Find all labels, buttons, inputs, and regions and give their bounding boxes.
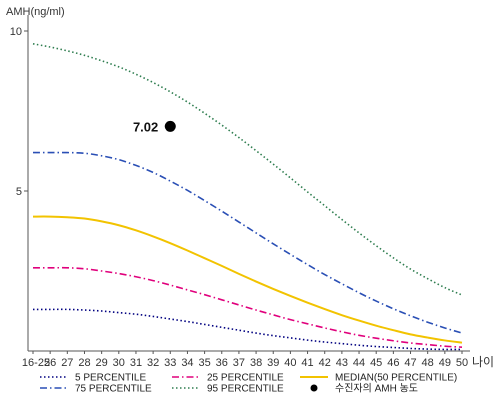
x-tick-label: 46 [387,357,399,369]
series-line-5-percentile [32,308,463,351]
x-tick-label: 27 [61,357,73,369]
legend-point-marker [310,384,318,392]
patient-amh-point [164,120,176,132]
x-tick-label: 16-25 [22,357,50,369]
series-line-25-percentile [33,266,463,348]
data-points: 7.02 [133,119,176,134]
legend-label: 5 PERCENTILE [75,373,146,384]
x-tick-label: 39 [267,357,279,369]
series-line-median-50-percentile [32,215,463,344]
x-tick-label: 26 [44,357,56,369]
x-tick-label: 50 [456,357,468,369]
x-tick-label: 45 [370,357,382,369]
legend-label: 25 PERCENTILE [207,373,284,384]
x-tick-label: 40 [284,357,296,369]
legend-label: 95 PERCENTILE [207,384,284,395]
x-tick-label: 35 [198,357,210,369]
x-axis-label: 나이 [472,355,494,369]
legend: 5 PERCENTILE 25 PERCENTILE MEDIAN(50 PERCE… [40,373,457,395]
series-line-95-percentile [32,43,463,296]
x-tick-label: 33 [164,357,176,369]
legend-label: 수진자의 AMH 농도 [335,383,418,395]
series-lines [32,43,463,351]
y-ticks: 5 10 [10,26,28,198]
x-tick-label: 32 [147,357,159,369]
x-tick-label: 36 [216,357,228,369]
y-tick-label: 10 [10,26,22,38]
x-tick-label: 34 [181,357,193,369]
y-axis-label: AMH(ng/ml) [6,6,65,18]
x-tick-label: 31 [130,357,142,369]
x-tick-label: 41 [301,357,313,369]
x-tick-label: 48 [422,357,434,369]
x-tick-label: 42 [319,357,331,369]
series-line-75-percentile [33,151,463,334]
x-tick-label: 38 [250,357,262,369]
y-tick-label: 5 [16,186,22,198]
x-tick-label: 47 [404,357,416,369]
x-tick-label: 37 [233,357,245,369]
x-tick-label: 43 [336,357,348,369]
x-tick-label: 30 [113,357,125,369]
x-tick-label: 44 [353,357,365,369]
x-tick-label: 28 [78,357,90,369]
x-tick-label: 29 [96,357,108,369]
patient-amh-value-label: 7.02 [133,119,158,134]
legend-label: 75 PERCENTILE [75,384,152,395]
legend-label: MEDIAN(50 PERCENTILE) [335,373,457,384]
x-tick-label: 49 [439,357,451,369]
